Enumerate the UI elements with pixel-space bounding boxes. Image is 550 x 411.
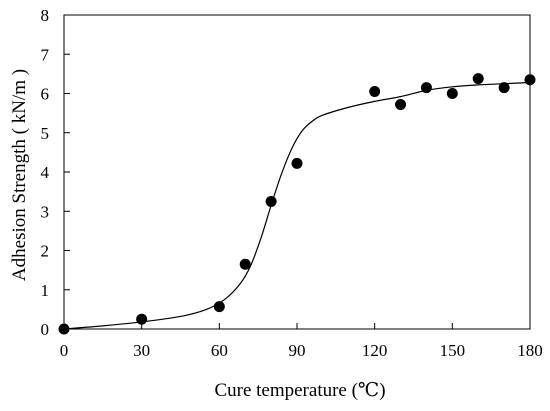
plot-area-border [63,14,531,330]
x-tick-label: 150 [440,341,466,360]
data-point [58,323,70,335]
data-point [265,195,277,207]
x-axis-title: Cure temperature (℃) [214,380,385,401]
data-point [472,73,484,85]
x-tick-label: 120 [362,341,388,360]
data-point [291,157,303,169]
x-tick-label: 0 [60,341,69,360]
data-point [239,258,251,270]
y-tick-label: 3 [41,202,50,221]
data-point [498,82,510,94]
data-point [213,301,225,313]
fit-line [63,81,531,330]
y-tick-label: 0 [41,320,50,339]
plot-frame [63,14,531,330]
x-tick-label: 60 [211,341,228,360]
data-point [446,88,458,99]
data-point [395,98,407,110]
y-tick-labels: 0 1 2 3 4 5 6 7 8 [41,6,50,339]
data-point [524,74,536,86]
y-tick-label: 7 [41,45,50,64]
y-tick-label: 6 [41,85,50,104]
y-axis-title: Adhesion Strength ( kN/m ) [9,69,30,281]
y-tick-label: 4 [41,163,50,182]
x-tick-label: 180 [517,341,543,360]
axis-ticks [63,14,531,330]
fit-line-group [63,81,531,330]
y-tick-label: 5 [41,124,50,143]
x-tick-label: 90 [289,341,306,360]
y-tick-label: 1 [41,281,50,300]
x-tick-label: 30 [133,341,150,360]
data-point [420,82,432,94]
y-tick-label: 2 [41,242,50,261]
data-point [369,86,381,98]
data-markers [58,73,536,335]
x-tick-labels: 0 30 60 90 120 150 180 [60,341,543,360]
y-tick-label: 8 [41,6,50,25]
data-point [136,313,148,325]
